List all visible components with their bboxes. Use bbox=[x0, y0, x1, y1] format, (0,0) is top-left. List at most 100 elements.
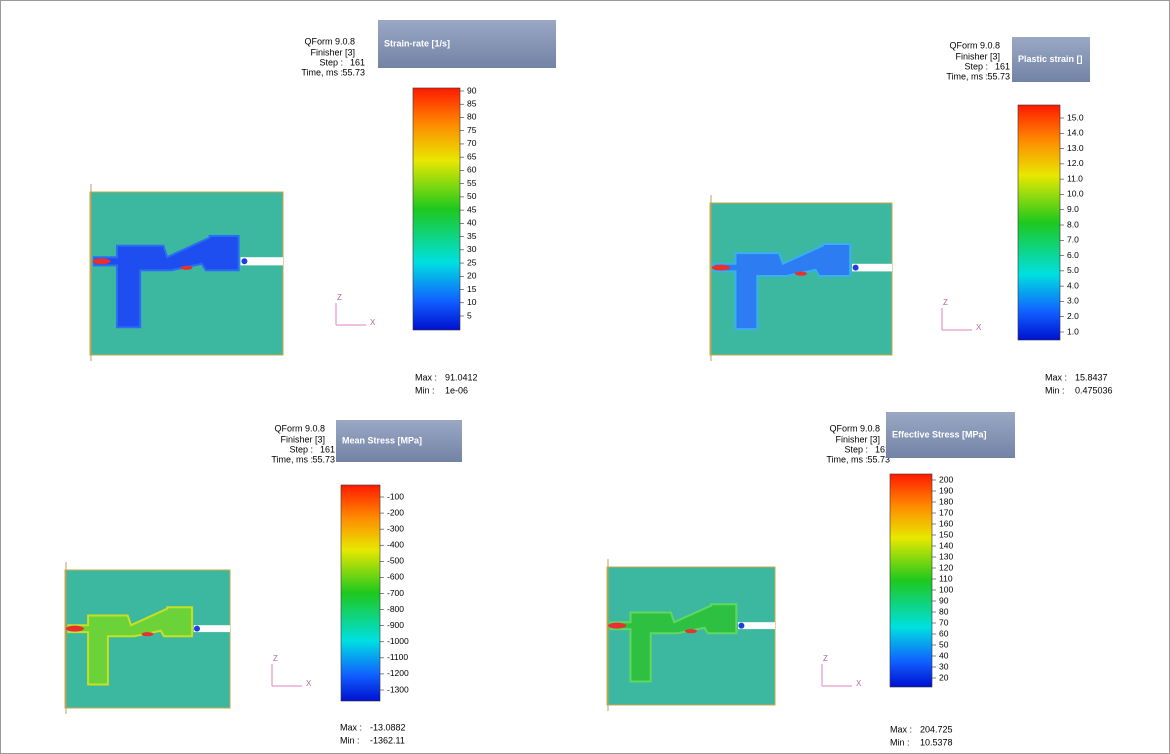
axis-z-label: Z bbox=[273, 654, 278, 663]
scale-tick-label: 5.0 bbox=[1067, 265, 1079, 275]
scale-tick-label: 5 bbox=[467, 310, 472, 320]
scale-tick-label: 40 bbox=[939, 650, 949, 660]
scale-tick-label: 10 bbox=[467, 297, 477, 307]
color-scale bbox=[1018, 105, 1060, 340]
software-version: QForm 9.0.8 bbox=[274, 423, 325, 433]
max-value: 91.0412 bbox=[445, 372, 478, 382]
axis-x-label: X bbox=[856, 679, 862, 688]
hot-spot bbox=[142, 632, 154, 636]
min-label: Min : bbox=[415, 385, 435, 395]
software-version: QForm 9.0.8 bbox=[304, 36, 355, 46]
scale-tick-label: 6.0 bbox=[1067, 250, 1079, 260]
min-label: Min : bbox=[340, 735, 360, 745]
scale-tick-label: 30 bbox=[939, 661, 949, 671]
step-label: Step : bbox=[319, 57, 343, 67]
hot-spot bbox=[66, 626, 84, 632]
step-value: 161 bbox=[995, 61, 1010, 71]
hot-spot bbox=[608, 623, 626, 629]
legend-title: Effective Stress [MPa] bbox=[892, 429, 987, 439]
axis-x-label: X bbox=[976, 323, 982, 332]
scale-tick-label: 85 bbox=[467, 98, 477, 108]
scale-tick-label: 50 bbox=[467, 191, 477, 201]
scale-tick-label: 30 bbox=[467, 244, 477, 254]
scale-tick-label: 75 bbox=[467, 125, 477, 135]
axis-z-label: Z bbox=[943, 298, 948, 307]
scale-tick-label: -1200 bbox=[387, 668, 409, 678]
stage-name: Finisher [3] bbox=[280, 434, 325, 444]
max-label: Max : bbox=[890, 724, 912, 734]
max-value: -13.0882 bbox=[370, 722, 406, 732]
scale-tick-label: 35 bbox=[467, 231, 477, 241]
step-value: 161 bbox=[320, 444, 335, 454]
scale-tick-label: 90 bbox=[939, 595, 949, 605]
scale-tick-label: 110 bbox=[939, 573, 953, 583]
tip bbox=[853, 265, 859, 271]
scale-tick-label: 120 bbox=[939, 562, 953, 572]
axis-z-label: Z bbox=[823, 654, 828, 663]
scale-tick-label: 14.0 bbox=[1067, 128, 1084, 138]
scale-tick-label: 4.0 bbox=[1067, 280, 1079, 290]
scale-tick-label: -300 bbox=[387, 523, 404, 533]
scale-tick-label: 7.0 bbox=[1067, 235, 1079, 245]
scale-tick-label: 11.0 bbox=[1067, 173, 1083, 183]
scale-tick-label: 15 bbox=[467, 284, 477, 294]
axis-z-label: Z bbox=[337, 293, 342, 302]
scale-tick-label: 100 bbox=[939, 584, 953, 594]
scale-tick-label: 25 bbox=[467, 257, 477, 267]
scale-tick-label: 45 bbox=[467, 204, 477, 214]
tip bbox=[241, 258, 247, 264]
color-scale bbox=[890, 474, 932, 687]
legend-title: Plastic strain [] bbox=[1018, 54, 1083, 64]
color-scale bbox=[341, 485, 380, 701]
scale-tick-label: 40 bbox=[467, 218, 477, 228]
scale-tick-label: -400 bbox=[387, 540, 404, 550]
tip bbox=[194, 626, 200, 632]
scale-tick-label: 70 bbox=[467, 138, 477, 148]
scale-tick-label: -700 bbox=[387, 588, 404, 598]
scale-tick-label: -900 bbox=[387, 620, 404, 630]
software-version: QForm 9.0.8 bbox=[949, 40, 1000, 50]
scale-tick-label: 50 bbox=[939, 639, 949, 649]
scale-tick-label: -100 bbox=[387, 491, 404, 501]
hot-spot bbox=[93, 258, 111, 264]
scale-tick-label: 13.0 bbox=[1067, 143, 1084, 153]
scale-tick-label: 10.0 bbox=[1067, 189, 1084, 199]
time-label: Time, ms : bbox=[301, 67, 343, 77]
legend-title: Strain-rate [1/s] bbox=[384, 38, 450, 48]
axis-x-label: X bbox=[370, 318, 376, 327]
min-label: Min : bbox=[1045, 385, 1065, 395]
hot-spot bbox=[712, 265, 730, 271]
scale-tick-label: 9.0 bbox=[1067, 204, 1079, 214]
screenshot: QForm 9.0.8Finisher [3]Step :161Time, ms… bbox=[0, 0, 1170, 754]
stage-name: Finisher [3] bbox=[310, 47, 355, 57]
max-label: Max : bbox=[415, 372, 437, 382]
scale-tick-label: -800 bbox=[387, 604, 404, 614]
time-label: Time, ms : bbox=[946, 71, 988, 81]
time-label: Time, ms : bbox=[271, 454, 313, 464]
scale-tick-label: 1.0 bbox=[1067, 326, 1079, 336]
scale-tick-label: 190 bbox=[939, 485, 953, 495]
scale-tick-label: -200 bbox=[387, 507, 404, 517]
scale-tick-label: 180 bbox=[939, 496, 953, 506]
scale-tick-label: 80 bbox=[939, 606, 949, 616]
hot-spot bbox=[685, 629, 697, 633]
scale-tick-label: -1300 bbox=[387, 684, 409, 694]
scale-tick-label: 170 bbox=[939, 507, 953, 517]
scale-tick-label: 8.0 bbox=[1067, 219, 1079, 229]
scale-tick-label: 90 bbox=[467, 85, 477, 95]
step-label: Step : bbox=[844, 444, 868, 454]
max-label: Max : bbox=[340, 722, 362, 732]
stage-name: Finisher [3] bbox=[835, 434, 880, 444]
scale-tick-label: 65 bbox=[467, 151, 477, 161]
scale-tick-label: 55 bbox=[467, 178, 477, 188]
min-value: 0.475036 bbox=[1075, 385, 1113, 395]
scale-tick-label: 20 bbox=[939, 672, 949, 682]
time-value: 55.73 bbox=[312, 454, 335, 464]
scale-tick-label: 160 bbox=[939, 518, 953, 528]
scale-tick-label: 15.0 bbox=[1067, 112, 1084, 122]
scale-tick-label: 20 bbox=[467, 271, 477, 281]
scale-tick-label: 60 bbox=[467, 165, 477, 175]
scale-tick-label: 2.0 bbox=[1067, 311, 1079, 321]
scale-tick-label: -1100 bbox=[387, 652, 408, 662]
step-value: 161 bbox=[350, 57, 365, 67]
